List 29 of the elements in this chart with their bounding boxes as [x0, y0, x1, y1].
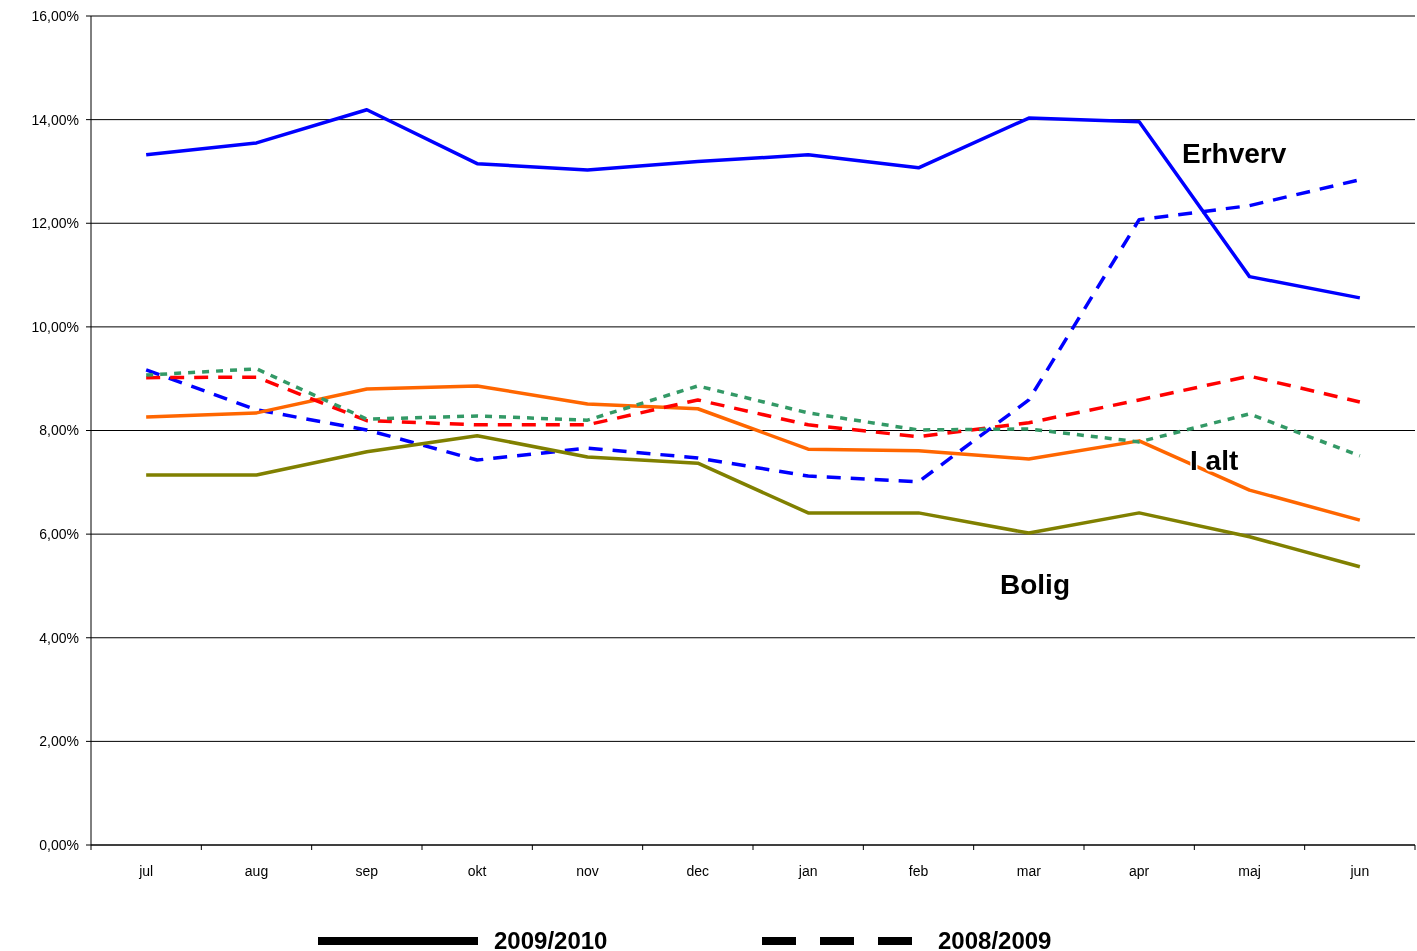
x-tick-label: jan [797, 863, 818, 879]
y-tick-label: 16,00% [31, 7, 79, 24]
annotation: Bolig [1000, 568, 1070, 600]
y-tick-label: 12,00% [31, 215, 79, 232]
line-series [144, 384, 1362, 522]
y-tick-label: 10,00% [31, 318, 79, 335]
x-tick-label: feb [908, 863, 929, 879]
line-series [144, 433, 1362, 569]
x-tick-label: apr [1129, 863, 1150, 879]
x-tick-label: mar [1016, 863, 1042, 879]
y-tick-label: 4,00% [39, 629, 79, 646]
y-tick-label: 6,00% [39, 526, 79, 543]
x-tick-label: maj [1238, 863, 1261, 879]
text: 2009/2010 [494, 927, 608, 951]
x-tick-label: sep [355, 863, 379, 879]
x-tick-label: aug [244, 863, 269, 879]
x-tick-label: nov [576, 863, 599, 879]
x-tick-label: jul [138, 863, 154, 879]
annotation: I alt [1190, 444, 1239, 476]
y-tick-label: 8,00% [39, 422, 79, 439]
text: 2008/2009 [938, 927, 1052, 951]
x-tick-label: dec [686, 863, 710, 879]
line-series [144, 374, 1362, 439]
x-tick-label: jun [1349, 863, 1370, 879]
annotation: Erhverv [1182, 137, 1287, 169]
x-tick-label: okt [467, 863, 487, 879]
y-tick-label: 14,00% [31, 111, 79, 128]
y-tick-label: 0,00% [39, 836, 79, 853]
y-tick-label: 2,00% [39, 733, 79, 750]
